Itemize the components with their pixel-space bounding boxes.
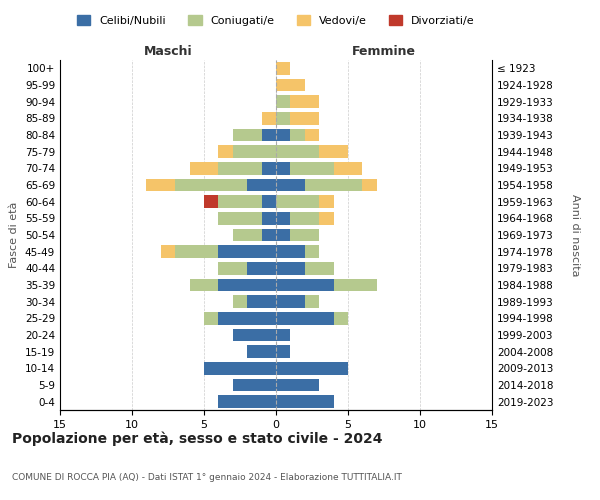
Bar	[262, 196, 276, 208]
Bar	[276, 179, 305, 192]
Bar	[233, 329, 276, 341]
Bar	[146, 179, 175, 192]
Bar	[276, 279, 334, 291]
Bar	[334, 162, 362, 174]
Bar	[276, 312, 334, 324]
Bar	[276, 129, 290, 141]
Text: COMUNE DI ROCCA PIA (AQ) - Dati ISTAT 1° gennaio 2024 - Elaborazione TUTTITALIA.: COMUNE DI ROCCA PIA (AQ) - Dati ISTAT 1°…	[12, 473, 402, 482]
Bar	[319, 146, 348, 158]
Bar	[276, 246, 305, 258]
Bar	[218, 146, 233, 158]
Bar	[175, 179, 247, 192]
Bar	[290, 129, 305, 141]
Bar	[204, 312, 218, 324]
Bar	[218, 396, 276, 408]
Bar	[276, 329, 290, 341]
Bar	[262, 162, 276, 174]
Bar	[319, 196, 334, 208]
Bar	[161, 246, 175, 258]
Bar	[190, 162, 218, 174]
Bar	[233, 229, 262, 241]
Bar	[276, 362, 348, 374]
Bar	[218, 262, 247, 274]
Bar	[319, 212, 334, 224]
Bar	[247, 179, 276, 192]
Bar	[305, 262, 334, 274]
Y-axis label: Anni di nascita: Anni di nascita	[570, 194, 580, 276]
Bar	[262, 229, 276, 241]
Bar	[175, 246, 218, 258]
Bar	[276, 79, 305, 92]
Text: Femmine: Femmine	[352, 45, 416, 58]
Bar	[247, 296, 276, 308]
Bar	[334, 279, 377, 291]
Bar	[247, 262, 276, 274]
Legend: Celibi/Nubili, Coniugati/e, Vedovi/e, Divorziati/e: Celibi/Nubili, Coniugati/e, Vedovi/e, Di…	[73, 10, 479, 30]
Text: Maschi: Maschi	[143, 45, 193, 58]
Bar	[204, 362, 276, 374]
Y-axis label: Fasce di età: Fasce di età	[10, 202, 19, 268]
Bar	[276, 396, 334, 408]
Bar	[290, 162, 334, 174]
Bar	[247, 346, 276, 358]
Text: Popolazione per età, sesso e stato civile - 2024: Popolazione per età, sesso e stato civil…	[12, 431, 383, 446]
Bar	[276, 229, 290, 241]
Bar	[276, 212, 290, 224]
Bar	[262, 112, 276, 124]
Bar	[276, 296, 305, 308]
Bar	[290, 212, 319, 224]
Bar	[218, 212, 262, 224]
Bar	[305, 296, 319, 308]
Bar	[290, 96, 319, 108]
Bar	[290, 112, 319, 124]
Bar	[218, 279, 276, 291]
Bar	[362, 179, 377, 192]
Bar	[276, 262, 305, 274]
Bar	[204, 196, 218, 208]
Bar	[233, 296, 247, 308]
Bar	[276, 162, 290, 174]
Bar	[276, 196, 319, 208]
Bar	[262, 212, 276, 224]
Bar	[305, 179, 362, 192]
Bar	[305, 246, 319, 258]
Bar	[276, 146, 319, 158]
Bar	[190, 279, 218, 291]
Bar	[276, 379, 319, 391]
Bar	[276, 96, 290, 108]
Bar	[276, 62, 290, 74]
Bar	[218, 162, 262, 174]
Bar	[334, 312, 348, 324]
Bar	[290, 229, 319, 241]
Bar	[305, 129, 319, 141]
Bar	[218, 312, 276, 324]
Bar	[233, 379, 276, 391]
Bar	[276, 346, 290, 358]
Bar	[218, 196, 262, 208]
Bar	[233, 146, 276, 158]
Bar	[218, 246, 276, 258]
Bar	[233, 129, 262, 141]
Bar	[262, 129, 276, 141]
Bar	[276, 112, 290, 124]
